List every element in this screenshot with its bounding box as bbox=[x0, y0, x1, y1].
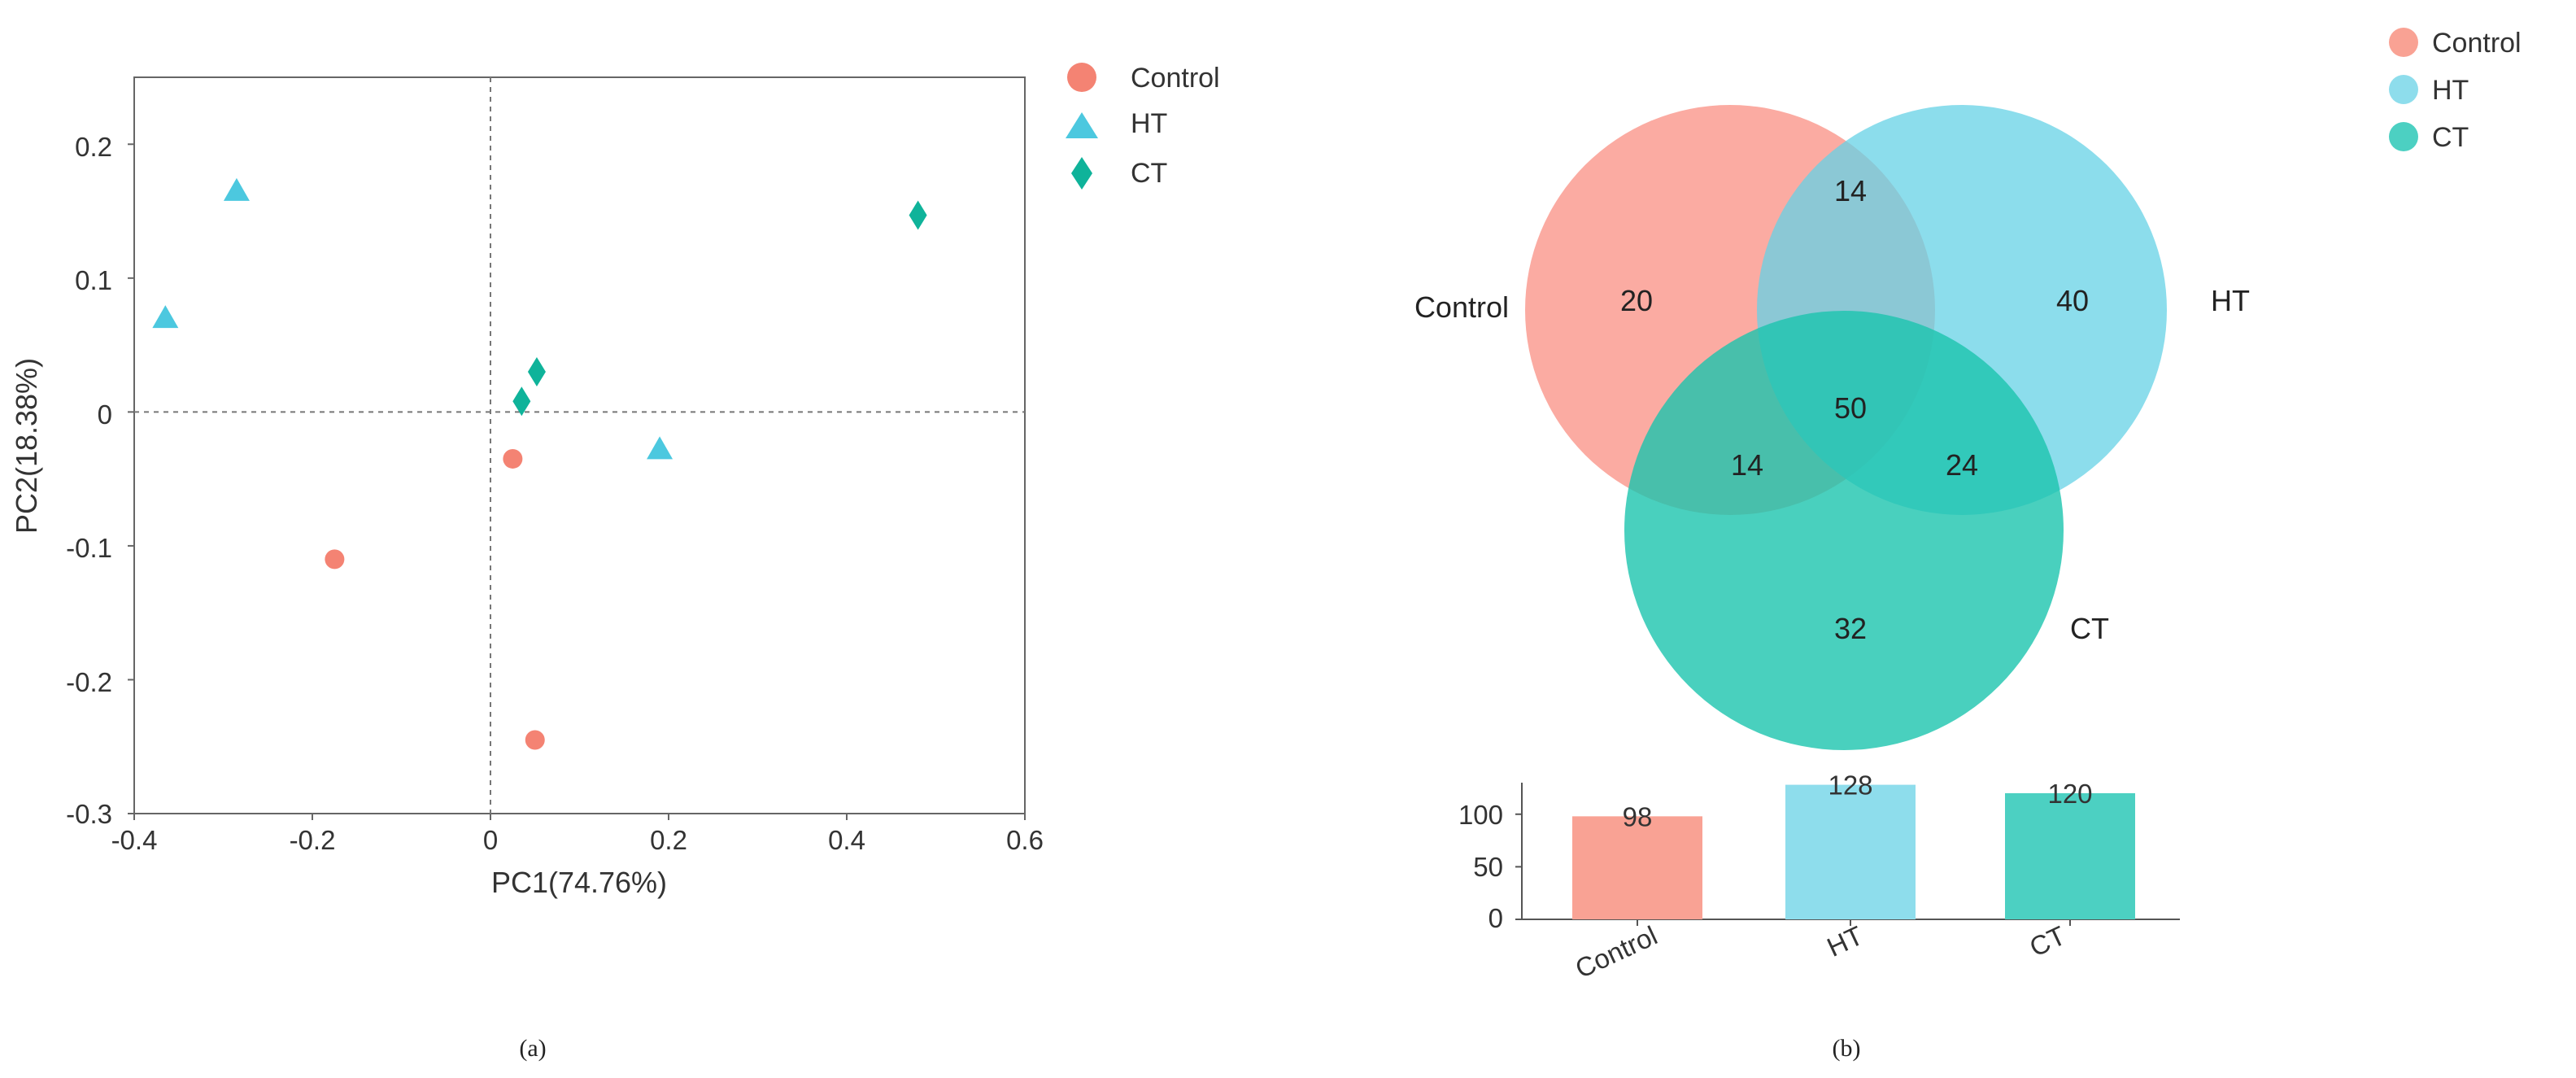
bar-control bbox=[1572, 816, 1702, 919]
legend-ht-label: HT bbox=[1131, 108, 1167, 139]
pca-y-axis: 0.2 0.1 0 -0.1 -0.2 -0.3 bbox=[66, 132, 112, 829]
bar-y-tick-label: 0 bbox=[1489, 903, 1503, 933]
pca-panel: -0.4 -0.2 0 0.2 0.4 0.6 0.2 0.1 0 -0.1 -… bbox=[10, 63, 1220, 1062]
pca-y-axis-label: PC2(18.38%) bbox=[10, 358, 43, 534]
venn-region-ct-only: 32 bbox=[1834, 612, 1867, 645]
pca-point-ct bbox=[909, 200, 927, 230]
venn-legend-ct-label: CT bbox=[2432, 122, 2469, 153]
venn-ct-circle bbox=[1624, 311, 2064, 750]
x-tick-label: 0 bbox=[483, 825, 498, 855]
x-tick-label: -0.4 bbox=[111, 825, 158, 855]
bar-value-label-control: 98 bbox=[1623, 801, 1653, 831]
pca-point-ht bbox=[647, 436, 673, 460]
venn-legend: Control HT CT bbox=[2389, 28, 2522, 153]
y-tick-label: -0.2 bbox=[66, 667, 112, 697]
pca-point-ht bbox=[152, 305, 179, 329]
bar-value-label-ht: 128 bbox=[1828, 770, 1872, 801]
venn-region-control-ct: 14 bbox=[1731, 448, 1763, 482]
bar-value-label-ct: 120 bbox=[2047, 779, 2092, 809]
caption-b: (b) bbox=[1833, 1035, 1861, 1062]
pca-x-axis-label: PC1(74.76%) bbox=[491, 866, 667, 899]
venn-region-ht-only: 40 bbox=[2056, 284, 2089, 317]
bar-ct bbox=[2005, 792, 2135, 919]
venn-region-control-ht: 14 bbox=[1834, 174, 1867, 207]
bar-y-tick-label: 50 bbox=[1473, 852, 1503, 882]
x-tick-label: 0.6 bbox=[1006, 825, 1044, 855]
venn-legend-control-swatch bbox=[2389, 28, 2418, 57]
venn-set-label-ct: CT bbox=[2070, 612, 2109, 645]
venn-set-label-ht: HT bbox=[2211, 284, 2250, 317]
x-tick-label: -0.2 bbox=[290, 825, 336, 855]
venn-legend-ct-swatch bbox=[2389, 122, 2418, 151]
set-size-bar-chart: 100 50 0 98 128 120 Control HT CT bbox=[1458, 770, 2180, 984]
bar-category-label-ct: CT bbox=[2025, 920, 2070, 962]
bar-category-label-ht: HT bbox=[1822, 920, 1868, 962]
pca-point-ht bbox=[223, 177, 250, 201]
venn-region-all: 50 bbox=[1834, 391, 1867, 425]
pca-point-control bbox=[525, 730, 545, 750]
pca-point-control bbox=[325, 549, 345, 570]
bar-tick-marks bbox=[1515, 813, 2071, 926]
y-tick-label: 0 bbox=[98, 399, 112, 430]
legend-control-circle-marker bbox=[1067, 63, 1096, 92]
pca-legend: Control HT CT bbox=[1066, 63, 1220, 190]
pca-tick-marks bbox=[128, 143, 1026, 820]
venn-region-control-only: 20 bbox=[1620, 284, 1653, 317]
bar-ht bbox=[1785, 784, 1916, 919]
legend-ct-label: CT bbox=[1131, 158, 1167, 189]
x-tick-label: 0.2 bbox=[650, 825, 687, 855]
venn-legend-ht-swatch bbox=[2389, 75, 2418, 104]
bar-y-tick-label: 100 bbox=[1458, 800, 1503, 830]
y-tick-label: 0.2 bbox=[75, 132, 112, 162]
pca-point-control bbox=[503, 448, 523, 469]
y-tick-label: 0.1 bbox=[75, 265, 112, 295]
venn-panel: 20 14 40 50 14 24 32 Control HT CT Contr… bbox=[1414, 28, 2522, 1062]
x-tick-label: 0.4 bbox=[828, 825, 865, 855]
legend-ct-diamond-marker bbox=[1071, 157, 1092, 190]
legend-control-label: Control bbox=[1131, 63, 1220, 94]
bar-category-label-control: Control bbox=[1571, 920, 1662, 984]
venn-legend-ht-label: HT bbox=[2432, 75, 2469, 106]
pca-point-ct bbox=[512, 386, 531, 417]
caption-a: (a) bbox=[519, 1035, 546, 1062]
venn-set-label-control: Control bbox=[1414, 290, 1509, 324]
pca-points bbox=[152, 177, 927, 750]
legend-ht-triangle-marker bbox=[1066, 112, 1098, 138]
y-tick-label: -0.3 bbox=[66, 799, 112, 829]
venn-region-ht-ct: 24 bbox=[1946, 448, 1978, 482]
pca-plot-frame bbox=[133, 76, 1026, 814]
y-tick-label: -0.1 bbox=[66, 533, 112, 563]
venn-legend-control-label: Control bbox=[2432, 28, 2522, 59]
pca-x-axis: -0.4 -0.2 0 0.2 0.4 0.6 bbox=[111, 825, 1044, 855]
pca-point-ct bbox=[527, 357, 546, 386]
